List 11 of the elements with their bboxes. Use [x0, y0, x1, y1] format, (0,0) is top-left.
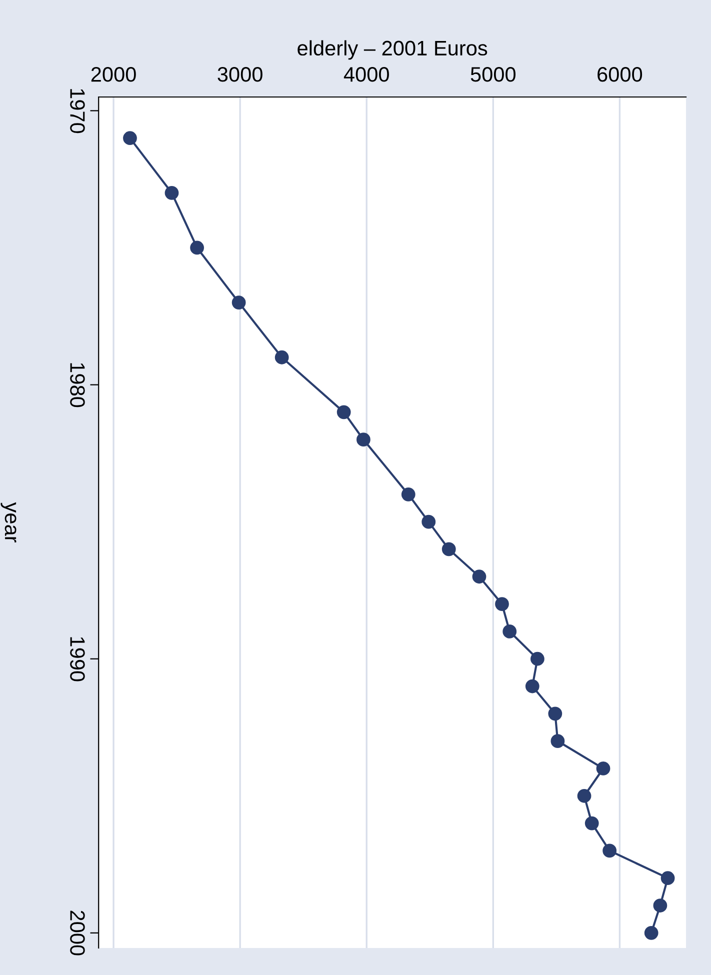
y-tick-label: 1980: [70, 363, 85, 408]
x-axis-title: elderly – 2001 Euros: [298, 40, 488, 60]
x-tick-label: 2000: [91, 67, 136, 82]
x-tick-label: 6000: [598, 67, 642, 82]
y-tick-label: 2000: [70, 910, 85, 956]
y-tick-label: 1970: [70, 89, 85, 134]
x-tick-label: 3000: [218, 67, 262, 82]
x-tick-label: 5000: [470, 67, 516, 82]
x-tick-label: 4000: [344, 67, 389, 82]
y-axis-title: year: [0, 502, 16, 542]
y-tick-label: 1990: [70, 637, 85, 682]
